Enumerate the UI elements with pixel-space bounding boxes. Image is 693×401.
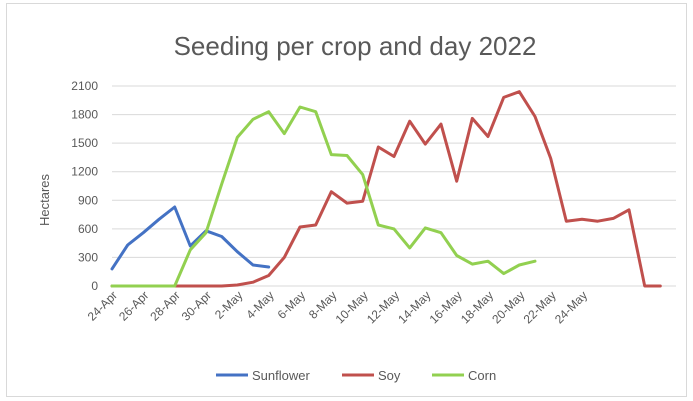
y-tick-label: 1800 [71, 108, 98, 122]
x-tick-label: 24-May [552, 288, 590, 326]
x-tick-label: 18-May [458, 288, 496, 326]
series-line-sunflower [110, 205, 271, 271]
x-tick-label: 30-Apr [179, 288, 214, 323]
series-line-soy [110, 90, 662, 288]
y-tick-label: 2100 [71, 79, 98, 93]
x-tick-label: 16-May [427, 288, 465, 326]
chart-title: Seeding per crop and day 2022 [174, 31, 537, 61]
x-tick-label: 2-May [212, 288, 245, 321]
x-tick-label: 20-May [489, 288, 527, 326]
legend-label-sunflower: Sunflower [252, 368, 310, 383]
x-tick-label: 4-May [243, 288, 276, 321]
y-axis-ticks: 0 300 600 900 1200 1500 1800 2100 [71, 79, 98, 293]
legend: Sunflower Soy Corn [216, 368, 496, 383]
y-axis-label: Hectares [37, 173, 52, 226]
y-tick-label: 1200 [71, 165, 98, 179]
y-tick-label: 1500 [71, 136, 98, 150]
x-tick-label: 6-May [275, 288, 308, 321]
y-tick-label: 900 [78, 193, 98, 207]
x-axis-ticks: 24-Apr26-Apr28-Apr30-Apr2-May4-May6-May8… [85, 288, 590, 326]
y-tick-label: 0 [91, 279, 98, 293]
y-tick-label: 300 [78, 250, 98, 264]
x-tick-label: 28-Apr [147, 288, 182, 323]
x-tick-label: 10-May [333, 288, 371, 326]
gridlines [112, 85, 676, 287]
series-lines [110, 90, 662, 288]
series-line-corn [110, 105, 537, 288]
x-tick-label: 24-Apr [85, 288, 120, 323]
x-tick-label: 12-May [364, 288, 402, 326]
x-tick-label: 14-May [395, 288, 433, 326]
x-tick-label: 26-Apr [116, 288, 151, 323]
y-tick-label: 600 [78, 222, 98, 236]
x-tick-label: 22-May [521, 288, 559, 326]
legend-label-corn: Corn [468, 368, 496, 383]
legend-label-soy: Soy [378, 368, 401, 383]
